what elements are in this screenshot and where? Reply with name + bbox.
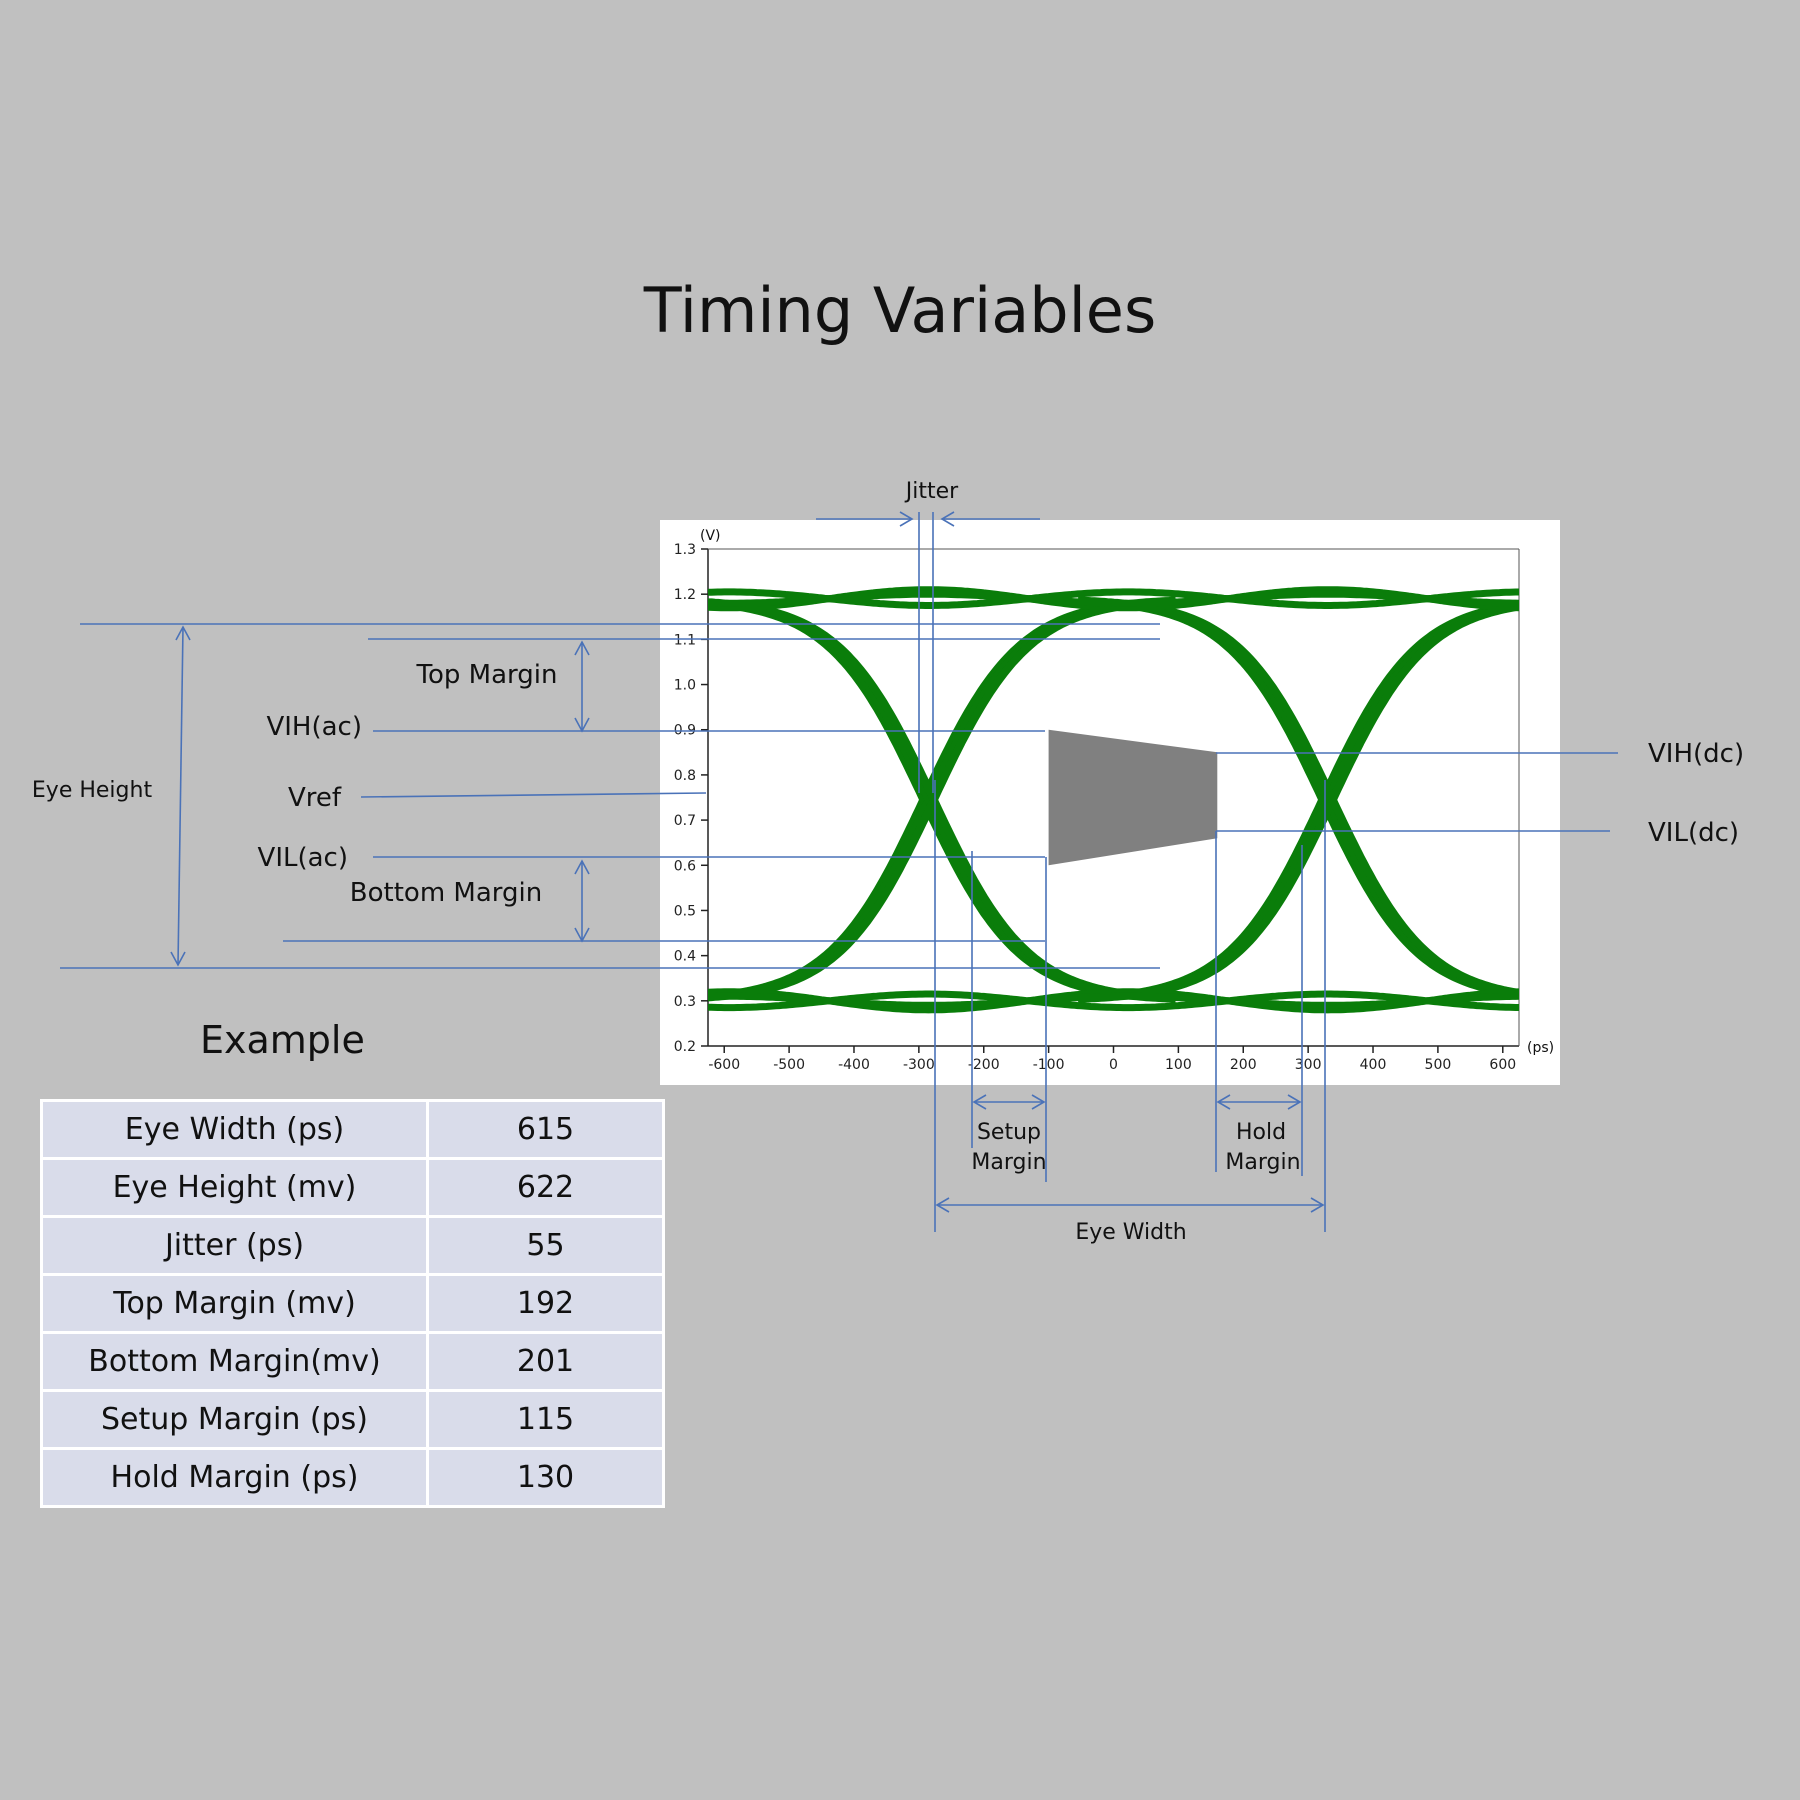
bottom-margin-arrowhead-top <box>574 859 590 875</box>
table-row: Top Margin (mv) 192 <box>40 1273 665 1334</box>
y-tick-label: 0.6 <box>674 858 696 874</box>
table-row: Jitter (ps) 55 <box>40 1215 665 1276</box>
y-tick-label: 0.3 <box>674 994 696 1010</box>
eye-mask-layer <box>1048 729 1218 866</box>
row-value: 615 <box>426 1099 665 1160</box>
row-value: 201 <box>426 1331 665 1392</box>
example-title: Example <box>200 1018 365 1062</box>
table-row: Hold Margin (ps) 130 <box>40 1447 665 1508</box>
vih-dc-label: VIH(dc) <box>1648 739 1744 769</box>
example-table: Eye Width (ps) 615 Eye Height (mv) 622 Jit… <box>40 1099 665 1508</box>
eye-height-arrow <box>177 626 184 966</box>
row-value: 55 <box>426 1215 665 1276</box>
x-unit-label: (ps) <box>1527 1040 1554 1056</box>
y-tick-label: 0.7 <box>674 813 696 829</box>
bottom-margin-label: Bottom Margin <box>350 878 542 908</box>
row-label: Eye Width (ps) <box>40 1099 429 1160</box>
x-tick-label: 200 <box>1230 1057 1257 1073</box>
y-unit-label: (V) <box>700 528 721 544</box>
x-tick-label: -500 <box>773 1057 805 1073</box>
row-value: 130 <box>426 1447 665 1508</box>
table-row: Bottom Margin(mv) 201 <box>40 1331 665 1392</box>
eye-traces <box>708 586 1519 1014</box>
x-tick-label: -400 <box>838 1057 870 1073</box>
jitter-arrowhead-left <box>899 511 914 527</box>
row-label: Setup Margin (ps) <box>40 1389 429 1450</box>
row-value: 622 <box>426 1157 665 1218</box>
setup-margin-arrowhead-left <box>972 1094 987 1110</box>
jitter-label: Jitter <box>904 479 959 504</box>
jitter-arrowhead-right <box>940 511 955 527</box>
setup-margin-label-line1: Setup <box>977 1120 1041 1145</box>
vil-dc-label: VIL(dc) <box>1648 818 1739 848</box>
x-tick-label: -600 <box>708 1057 740 1073</box>
x-tick-label: -200 <box>968 1057 1000 1073</box>
eye-mask <box>1048 729 1218 866</box>
vref-line <box>360 792 707 798</box>
row-label: Eye Height (mv) <box>40 1157 429 1218</box>
hold-margin-label-line2: Margin <box>1225 1150 1300 1175</box>
x-tick-label: 0 <box>1109 1057 1118 1073</box>
slide-title: Timing Variables <box>643 274 1157 347</box>
y-tick-label: 1.3 <box>674 542 696 558</box>
y-tick-label: 0.2 <box>674 1039 696 1055</box>
eye-width-arrowhead-right <box>1310 1197 1325 1213</box>
y-tick-label: 0.5 <box>674 903 696 919</box>
row-value: 192 <box>426 1273 665 1334</box>
top-margin-arrowhead-top <box>574 640 590 656</box>
top-margin-label: Top Margin <box>416 660 558 690</box>
eye-height-label: Eye Height <box>32 778 153 803</box>
plot-frame <box>707 548 1520 1047</box>
vil-ac-label: VIL(ac) <box>258 843 348 873</box>
high-rail-trace <box>708 590 1519 607</box>
row-label: Hold Margin (ps) <box>40 1447 429 1508</box>
vih-ac-label: VIH(ac) <box>266 712 362 742</box>
hold-margin-arrowhead-left <box>1216 1094 1231 1110</box>
trace-group <box>708 586 1519 1014</box>
x-tick-label: 400 <box>1360 1057 1387 1073</box>
y-tick-label: 1.0 <box>674 678 696 694</box>
eye-width-arrowhead-left <box>935 1197 950 1213</box>
y-tick-label: 1.1 <box>674 632 696 648</box>
x-tick-label: 100 <box>1165 1057 1192 1073</box>
annotation-lines <box>60 511 1618 1232</box>
hold-margin-label-line1: Hold <box>1236 1120 1286 1145</box>
eye-width-label: Eye Width <box>1075 1220 1186 1245</box>
row-label: Top Margin (mv) <box>40 1273 429 1334</box>
table-row: Setup Margin (ps) 115 <box>40 1389 665 1450</box>
y-tick-label: 0.8 <box>674 768 696 784</box>
bottom-margin-arrowhead-bottom <box>574 927 590 943</box>
hold-margin-arrowhead-right <box>1287 1094 1302 1110</box>
row-label: Bottom Margin(mv) <box>40 1331 429 1392</box>
row-value: 115 <box>426 1389 665 1450</box>
x-tick-label: 500 <box>1425 1057 1452 1073</box>
x-tick-label: 300 <box>1295 1057 1322 1073</box>
x-tick-label: -100 <box>1033 1057 1065 1073</box>
setup-margin-label-line2: Margin <box>971 1150 1046 1175</box>
setup-margin-arrowhead-right <box>1031 1094 1046 1110</box>
row-label: Jitter (ps) <box>40 1215 429 1276</box>
x-tick-label: 600 <box>1489 1057 1516 1073</box>
eye-height-arrowhead-bottom <box>170 951 186 967</box>
x-tick-label: -300 <box>903 1057 935 1073</box>
table-row: Eye Width (ps) 615 <box>40 1099 665 1160</box>
low-rail-trace <box>708 992 1519 1009</box>
y-tick-label: 0.4 <box>674 949 696 965</box>
axis-ticks: 1.31.21.11.00.90.80.70.60.50.40.30.2-600… <box>674 542 1516 1073</box>
y-tick-label: 1.2 <box>674 587 696 603</box>
eye-height-arrowhead-top <box>175 625 191 641</box>
vref-label: Vref <box>288 783 342 813</box>
table-row: Eye Height (mv) 622 <box>40 1157 665 1218</box>
